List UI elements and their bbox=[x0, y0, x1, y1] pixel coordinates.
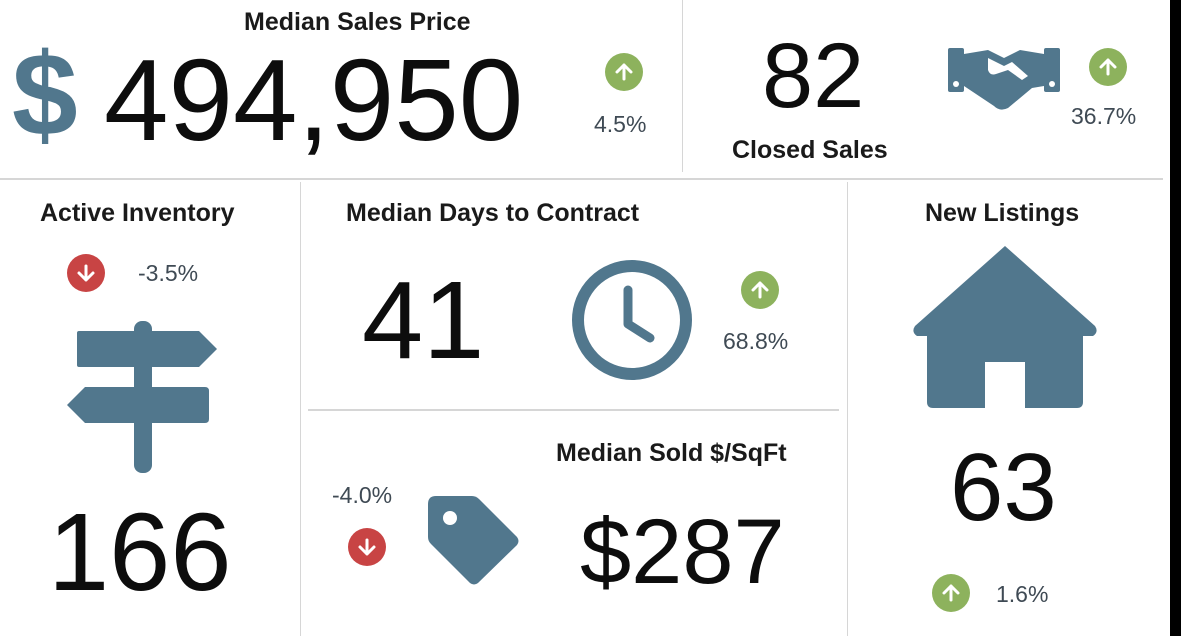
median-sales-price-up-icon bbox=[605, 53, 643, 91]
closed-sales-up-icon bbox=[1089, 48, 1127, 86]
divider-row bbox=[0, 178, 1163, 180]
median-sales-price-change: 4.5% bbox=[594, 111, 647, 137]
median-sold-sqft-title: Median Sold $/SqFt bbox=[556, 439, 787, 467]
house-icon bbox=[913, 246, 1097, 408]
median-days-to-contract-value: 41 bbox=[362, 259, 485, 382]
divider-left bbox=[300, 182, 301, 636]
median-days-to-contract-title: Median Days to Contract bbox=[346, 199, 640, 227]
active-inventory-down-icon bbox=[67, 254, 105, 292]
dollar-icon: $ bbox=[12, 29, 78, 161]
new-listings-change: 1.6% bbox=[996, 581, 1049, 607]
clock-icon bbox=[572, 260, 692, 380]
median-sales-price-title: Median Sales Price bbox=[244, 8, 471, 36]
median-sold-sqft-down-icon bbox=[348, 528, 386, 566]
new-listings-up-icon bbox=[932, 574, 970, 612]
signpost-icon bbox=[67, 321, 217, 473]
median-sales-price-value: 494,950 bbox=[104, 35, 524, 165]
price-tag-icon bbox=[428, 496, 519, 585]
closed-sales-value: 82 bbox=[762, 25, 865, 127]
closed-sales-title: Closed Sales bbox=[732, 136, 888, 164]
median-sold-sqft-value: $287 bbox=[580, 501, 785, 603]
median-sold-sqft-change: -4.0% bbox=[332, 482, 393, 508]
median-days-to-contract-change: 68.8% bbox=[723, 328, 789, 354]
median-days-to-contract-up-icon bbox=[741, 271, 779, 309]
closed-sales-change: 36.7% bbox=[1071, 103, 1137, 129]
divider-top bbox=[682, 0, 683, 172]
new-listings-title: New Listings bbox=[925, 199, 1080, 227]
active-inventory-change: -3.5% bbox=[138, 260, 199, 286]
edge-bar bbox=[1170, 0, 1181, 636]
divider-right bbox=[847, 182, 848, 636]
active-inventory-value: 166 bbox=[48, 491, 232, 614]
active-inventory-title: Active Inventory bbox=[40, 199, 235, 227]
divider-middle bbox=[308, 409, 839, 411]
handshake-icon bbox=[948, 48, 1060, 110]
new-listings-value: 63 bbox=[950, 434, 1057, 541]
